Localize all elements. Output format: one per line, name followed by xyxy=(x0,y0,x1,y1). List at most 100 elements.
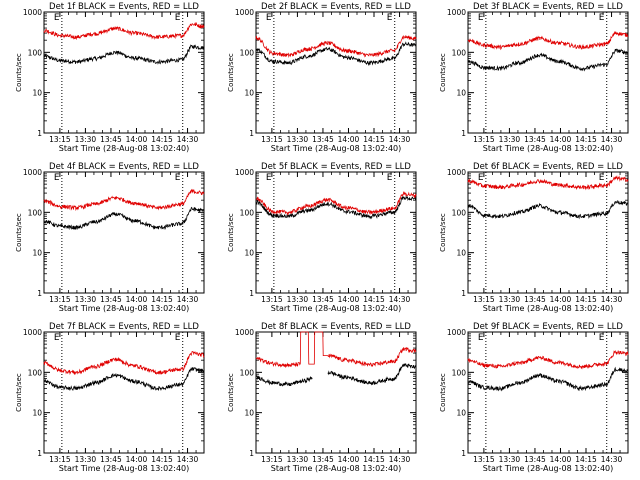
x-tick-label: 13:15 xyxy=(473,455,495,464)
event-marker-label: E xyxy=(599,173,605,183)
x-tick-label: 13:15 xyxy=(49,455,71,464)
x-tick-label: 14:30 xyxy=(601,295,623,304)
y-axis-label: Counts/sec xyxy=(439,373,447,412)
x-axis-label: Start Time (28-Aug-08 13:02:40) xyxy=(59,304,190,313)
panel-det-8: Det 8f BLACK = Events, RED = LLD 1 10 100 10… xyxy=(227,322,417,473)
x-axis-label: Start Time (28-Aug-08 13:02:40) xyxy=(271,304,402,313)
event-marker-label: E xyxy=(266,13,272,23)
plot-frame xyxy=(43,171,205,294)
y-tick-label: 1 xyxy=(249,129,254,138)
events-series-line xyxy=(43,367,205,392)
plot-frame xyxy=(255,11,417,134)
lld-series-line xyxy=(467,30,629,51)
x-tick-label: 14:15 xyxy=(363,135,385,144)
x-tick-label: 13:30 xyxy=(499,455,521,464)
plot-frame xyxy=(43,11,205,134)
x-tick-label: 13:30 xyxy=(75,135,97,144)
panel-title: Det 9f BLACK = Events, RED = LLD xyxy=(473,322,623,332)
x-axis-label: Start Time (28-Aug-08 13:02:40) xyxy=(271,464,402,473)
x-tick-label: 13:45 xyxy=(100,135,122,144)
x-tick-label: 14:30 xyxy=(389,455,411,464)
x-axis-label: Start Time (28-Aug-08 13:02:40) xyxy=(483,304,614,313)
event-marker-label: E xyxy=(175,173,181,183)
y-tick-label: 10 xyxy=(456,89,466,98)
x-tick-label: 14:15 xyxy=(363,295,385,304)
y-tick-label: 1 xyxy=(461,289,466,298)
x-axis-label: Start Time (28-Aug-08 13:02:40) xyxy=(483,144,614,153)
x-tick-label: 13:45 xyxy=(312,135,334,144)
y-axis-label: Counts/sec xyxy=(439,213,447,252)
lld-series-line xyxy=(43,188,205,212)
y-tick-label: 1000 xyxy=(235,168,254,177)
x-tick-label: 13:15 xyxy=(261,135,283,144)
y-tick-label: 1000 xyxy=(447,328,466,337)
panel-title: Det 5f BLACK = Events, RED = LLD xyxy=(261,162,411,172)
event-marker-label: E xyxy=(599,13,605,23)
events-series-line xyxy=(255,41,417,67)
x-tick-label: 14:30 xyxy=(601,135,623,144)
y-tick-label: 1 xyxy=(249,289,254,298)
x-tick-label: 14:00 xyxy=(550,135,572,144)
y-axis-label: Counts/sec xyxy=(227,53,235,92)
y-tick-label: 100 xyxy=(28,368,43,377)
y-tick-label: 10 xyxy=(244,249,254,258)
y-tick-label: 10 xyxy=(32,89,42,98)
y-axis-label: Counts/sec xyxy=(439,53,447,92)
x-axis-label: Start Time (28-Aug-08 13:02:40) xyxy=(483,464,614,473)
x-tick-label: 13:15 xyxy=(261,295,283,304)
lld-series-line xyxy=(43,350,205,376)
events-series-line xyxy=(43,44,205,65)
y-axis-label: Counts/sec xyxy=(227,213,235,252)
y-tick-label: 1000 xyxy=(447,8,466,17)
x-tick-label: 13:30 xyxy=(287,135,309,144)
x-tick-label: 14:00 xyxy=(126,455,148,464)
panel-det-4: Det 4f BLACK = Events, RED = LLD 1 10 100 10… xyxy=(15,162,205,313)
y-tick-label: 100 xyxy=(28,208,43,217)
event-marker-label: E xyxy=(478,173,484,183)
panel-det-7: Det 7f BLACK = Events, RED = LLD 1 10 100 10… xyxy=(15,322,205,473)
panel-det-6: Det 6f BLACK = Events, RED = LLD 1 10 100 10… xyxy=(439,162,629,313)
x-tick-label: 14:30 xyxy=(177,135,199,144)
plot-frame xyxy=(255,331,417,454)
event-marker-label: E xyxy=(54,13,60,23)
x-tick-label: 13:45 xyxy=(312,295,334,304)
x-tick-label: 13:15 xyxy=(473,295,495,304)
panel-title: Det 2f BLACK = Events, RED = LLD xyxy=(261,2,411,12)
x-tick-label: 13:45 xyxy=(100,295,122,304)
x-tick-label: 13:30 xyxy=(75,295,97,304)
y-axis-label: Counts/sec xyxy=(227,373,235,412)
event-marker-label: E xyxy=(266,173,272,183)
plot-frame xyxy=(467,331,629,454)
x-tick-label: 13:45 xyxy=(524,295,546,304)
events-series-line xyxy=(467,199,629,220)
y-tick-label: 1000 xyxy=(235,328,254,337)
x-axis-label: Start Time (28-Aug-08 13:02:40) xyxy=(59,144,190,153)
x-tick-label: 14:30 xyxy=(601,455,623,464)
y-tick-label: 1 xyxy=(37,289,42,298)
y-tick-label: 1 xyxy=(461,129,466,138)
events-series-line xyxy=(255,196,417,220)
y-tick-label: 10 xyxy=(244,409,254,418)
y-tick-label: 10 xyxy=(456,409,466,418)
x-tick-label: 14:15 xyxy=(151,135,173,144)
lld-series-line xyxy=(255,35,417,58)
panel-det-1: Det 1f BLACK = Events, RED = LLD 1 10 100 10… xyxy=(15,2,205,153)
y-tick-label: 10 xyxy=(456,249,466,258)
x-tick-label: 14:00 xyxy=(550,295,572,304)
x-tick-label: 14:30 xyxy=(389,295,411,304)
x-tick-label: 13:30 xyxy=(499,295,521,304)
x-tick-label: 14:00 xyxy=(550,455,572,464)
x-tick-label: 14:15 xyxy=(151,455,173,464)
y-tick-label: 100 xyxy=(452,48,467,57)
x-tick-label: 14:15 xyxy=(575,135,597,144)
y-tick-label: 1 xyxy=(249,449,254,458)
y-tick-label: 1 xyxy=(37,449,42,458)
x-tick-label: 13:15 xyxy=(261,455,283,464)
lld-series-line xyxy=(255,191,417,216)
x-tick-label: 13:15 xyxy=(49,135,71,144)
panel-det-2: Det 2f BLACK = Events, RED = LLD 1 10 100 10… xyxy=(227,2,417,153)
event-marker-label: E xyxy=(387,13,393,23)
y-tick-label: 1000 xyxy=(23,8,42,17)
lld-series-line xyxy=(467,350,629,370)
x-tick-label: 13:45 xyxy=(524,455,546,464)
